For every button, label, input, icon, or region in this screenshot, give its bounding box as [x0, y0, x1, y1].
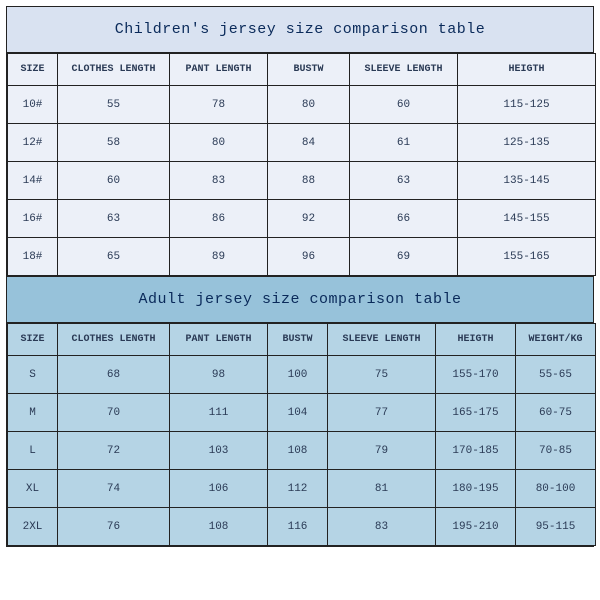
children-header-row: SIZE CLOTHES LENGTH PANT LENGTH BUSTW SL… [8, 54, 596, 86]
cell: 80 [170, 124, 268, 162]
cell: 70-85 [516, 432, 596, 470]
cell: 75 [328, 356, 436, 394]
col-pant-length: PANT LENGTH [170, 324, 268, 356]
cell: 80-100 [516, 470, 596, 508]
cell: 16# [8, 200, 58, 238]
cell: 12# [8, 124, 58, 162]
table-row: 2XL 76 108 116 83 195-210 95-115 [8, 508, 596, 546]
cell: 60 [58, 162, 170, 200]
cell: 69 [350, 238, 458, 276]
col-sleeve-length: SLEEVE LENGTH [350, 54, 458, 86]
size-chart: Children's jersey size comparison table … [6, 6, 594, 547]
cell: 195-210 [436, 508, 516, 546]
cell: 165-175 [436, 394, 516, 432]
cell: 18# [8, 238, 58, 276]
adult-title: Adult jersey size comparison table [7, 276, 593, 323]
col-bustw: BUSTW [268, 324, 328, 356]
cell: 170-185 [436, 432, 516, 470]
cell: 98 [170, 356, 268, 394]
cell: 60-75 [516, 394, 596, 432]
cell: 96 [268, 238, 350, 276]
cell: 66 [350, 200, 458, 238]
table-row: XL 74 106 112 81 180-195 80-100 [8, 470, 596, 508]
col-heigth: HEIGTH [436, 324, 516, 356]
col-clothes-length: CLOTHES LENGTH [58, 324, 170, 356]
cell: 65 [58, 238, 170, 276]
cell: 108 [268, 432, 328, 470]
cell: 145-155 [458, 200, 596, 238]
children-title: Children's jersey size comparison table [7, 7, 593, 53]
cell: 95-115 [516, 508, 596, 546]
cell: 63 [350, 162, 458, 200]
cell: 106 [170, 470, 268, 508]
table-row: 14# 60 83 88 63 135-145 [8, 162, 596, 200]
cell: XL [8, 470, 58, 508]
cell: 83 [328, 508, 436, 546]
cell: 78 [170, 86, 268, 124]
cell: 72 [58, 432, 170, 470]
cell: 83 [170, 162, 268, 200]
cell: 108 [170, 508, 268, 546]
cell: 86 [170, 200, 268, 238]
cell: S [8, 356, 58, 394]
cell: M [8, 394, 58, 432]
table-row: 12# 58 80 84 61 125-135 [8, 124, 596, 162]
cell: L [8, 432, 58, 470]
cell: 74 [58, 470, 170, 508]
cell: 61 [350, 124, 458, 162]
col-bustw: BUSTW [268, 54, 350, 86]
cell: 79 [328, 432, 436, 470]
cell: 77 [328, 394, 436, 432]
adult-header-row: SIZE CLOTHES LENGTH PANT LENGTH BUSTW SL… [8, 324, 596, 356]
col-clothes-length: CLOTHES LENGTH [58, 54, 170, 86]
cell: 180-195 [436, 470, 516, 508]
cell: 135-145 [458, 162, 596, 200]
table-row: S 68 98 100 75 155-170 55-65 [8, 356, 596, 394]
table-row: 18# 65 89 96 69 155-165 [8, 238, 596, 276]
adult-table: SIZE CLOTHES LENGTH PANT LENGTH BUSTW SL… [7, 323, 596, 546]
cell: 76 [58, 508, 170, 546]
cell: 89 [170, 238, 268, 276]
cell: 60 [350, 86, 458, 124]
cell: 10# [8, 86, 58, 124]
cell: 63 [58, 200, 170, 238]
cell: 55 [58, 86, 170, 124]
cell: 104 [268, 394, 328, 432]
col-sleeve-length: SLEEVE LENGTH [328, 324, 436, 356]
cell: 155-165 [458, 238, 596, 276]
col-weight: WEIGHT/KG [516, 324, 596, 356]
cell: 58 [58, 124, 170, 162]
cell: 100 [268, 356, 328, 394]
col-size: SIZE [8, 54, 58, 86]
cell: 68 [58, 356, 170, 394]
cell: 92 [268, 200, 350, 238]
table-row: M 70 111 104 77 165-175 60-75 [8, 394, 596, 432]
cell: 14# [8, 162, 58, 200]
table-row: 10# 55 78 80 60 115-125 [8, 86, 596, 124]
cell: 115-125 [458, 86, 596, 124]
col-heigth: HEIGTH [458, 54, 596, 86]
cell: 155-170 [436, 356, 516, 394]
cell: 116 [268, 508, 328, 546]
cell: 103 [170, 432, 268, 470]
col-size: SIZE [8, 324, 58, 356]
cell: 70 [58, 394, 170, 432]
cell: 81 [328, 470, 436, 508]
cell: 55-65 [516, 356, 596, 394]
children-table: SIZE CLOTHES LENGTH PANT LENGTH BUSTW SL… [7, 53, 596, 276]
table-row: L 72 103 108 79 170-185 70-85 [8, 432, 596, 470]
cell: 84 [268, 124, 350, 162]
table-row: 16# 63 86 92 66 145-155 [8, 200, 596, 238]
cell: 88 [268, 162, 350, 200]
cell: 2XL [8, 508, 58, 546]
cell: 125-135 [458, 124, 596, 162]
cell: 80 [268, 86, 350, 124]
col-pant-length: PANT LENGTH [170, 54, 268, 86]
cell: 112 [268, 470, 328, 508]
cell: 111 [170, 394, 268, 432]
